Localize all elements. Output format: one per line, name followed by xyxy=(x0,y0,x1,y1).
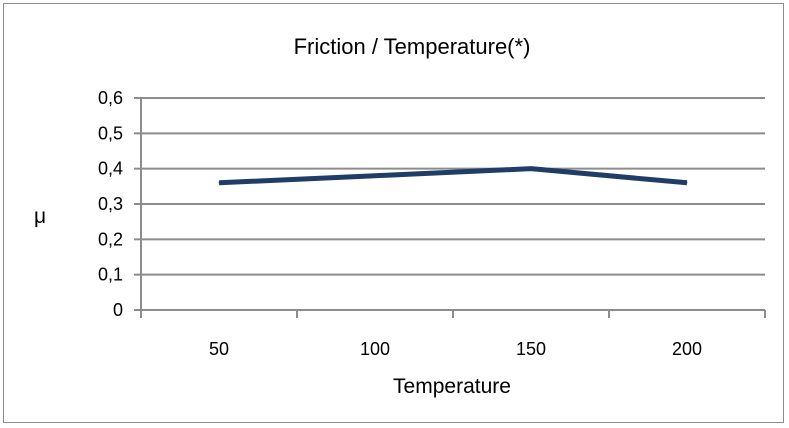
y-tick-label: 0,1 xyxy=(98,265,123,285)
x-axis-label: Temperature xyxy=(393,375,511,398)
y-tick-label: 0,5 xyxy=(98,123,123,143)
data-point xyxy=(218,182,220,184)
data-point xyxy=(374,175,376,177)
y-tick-label: 0 xyxy=(113,300,123,320)
gridlines xyxy=(141,97,765,276)
y-tick-label: 0,6 xyxy=(98,88,123,108)
x-tick-label: 200 xyxy=(672,339,702,359)
x-tick-label: 150 xyxy=(516,339,546,359)
data-point xyxy=(686,182,688,184)
series-layer xyxy=(218,166,688,186)
y-axis-label: μ xyxy=(34,205,46,228)
y-tick-label: 0,4 xyxy=(98,159,123,179)
data-point xyxy=(530,168,532,170)
y-tick-label: 0,3 xyxy=(98,194,123,214)
y-tick-label: 0,2 xyxy=(98,229,123,249)
x-tick-label: 100 xyxy=(360,339,390,359)
chart-title: Friction / Temperature(*) xyxy=(294,34,531,59)
axes xyxy=(134,97,766,318)
chart-frame xyxy=(3,3,784,423)
series-line xyxy=(218,166,688,186)
x-tick-label: 50 xyxy=(209,339,229,359)
tick-labels: 0 0,1 0,2 0,3 0,4 0,5 0,6 50 100 150 200 xyxy=(98,88,702,359)
